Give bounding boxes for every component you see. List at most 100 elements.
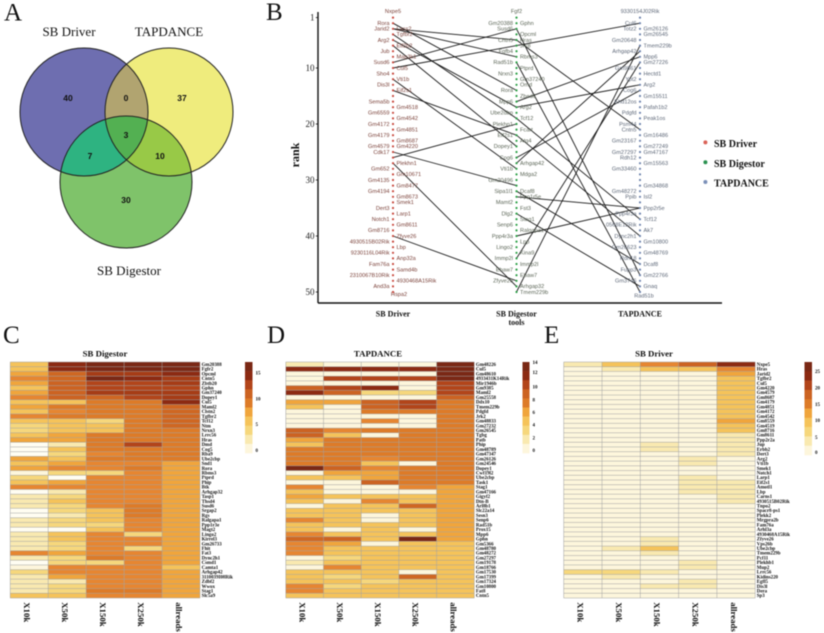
- svg-text:Gm5366: Gm5366: [476, 542, 494, 547]
- svg-text:Cog6: Cog6: [500, 155, 513, 161]
- svg-text:Tcf12: Tcf12: [644, 217, 657, 223]
- svg-text:X10k: X10k: [576, 602, 586, 622]
- svg-text:Rdh12: Rdh12: [620, 155, 636, 161]
- svg-text:Ube2cbp: Ube2cbp: [476, 476, 495, 481]
- svg-text:Vti1b: Vti1b: [397, 77, 410, 83]
- svg-text:Omd: Omd: [520, 83, 532, 89]
- svg-text:Opcml: Opcml: [202, 372, 217, 377]
- svg-text:10: 10: [256, 398, 262, 403]
- svg-text:Maml2: Maml2: [476, 391, 491, 396]
- svg-text:X10k: X10k: [298, 602, 308, 622]
- svg-text:Gm8716: Gm8716: [368, 228, 389, 234]
- svg-text:Dopey1: Dopey1: [476, 467, 492, 472]
- svg-text:Jub: Jub: [380, 49, 389, 55]
- svg-text:Dopey1: Dopey1: [202, 396, 218, 401]
- svg-text:Susd6: Susd6: [202, 505, 215, 510]
- svg-text:Gm47166: Gm47166: [476, 490, 497, 495]
- svg-text:Gm20648: Gm20648: [612, 38, 637, 44]
- svg-text:Gm27232: Gm27232: [476, 424, 497, 429]
- svg-text:Gm4579: Gm4579: [368, 144, 389, 150]
- svg-text:Tgbg: Tgbg: [476, 434, 487, 439]
- svg-text:Fgfb4: Fgfb4: [499, 49, 513, 55]
- svg-text:Lass2: Lass2: [397, 27, 412, 33]
- svg-text:Gphn: Gphn: [476, 538, 488, 543]
- svg-text:Hras: Hras: [202, 438, 212, 443]
- svg-text:Gm17530: Gm17530: [476, 571, 497, 576]
- svg-text:Gm33460: Gm33460: [612, 167, 637, 173]
- svg-text:Gm4172: Gm4172: [368, 122, 389, 128]
- svg-text:Ebaw7: Ebaw7: [496, 267, 513, 273]
- svg-text:Gm4579: Gm4579: [757, 391, 775, 396]
- svg-text:Gm25558: Gm25558: [476, 396, 497, 401]
- svg-text:Gm9861: Gm9861: [615, 66, 636, 72]
- svg-text:Pcf11: Pcf11: [757, 556, 769, 561]
- svg-text:Gm20496: Gm20496: [488, 178, 513, 184]
- svg-text:X250k: X250k: [136, 602, 146, 627]
- svg-text:Amotl1: Amotl1: [757, 486, 773, 491]
- svg-text:Psm44: Psm44: [619, 122, 636, 128]
- svg-text:SB Digestor: SB Digestor: [714, 159, 765, 170]
- svg-text:Fgfr2: Fgfr2: [202, 368, 214, 373]
- svg-text:Gm27226: Gm27226: [644, 60, 669, 66]
- svg-text:Gm4179: Gm4179: [757, 401, 775, 406]
- svg-text:Arhgap32: Arhgap32: [202, 490, 223, 495]
- svg-text:Btk: Btk: [202, 486, 210, 491]
- svg-text:Smek1: Smek1: [757, 467, 772, 472]
- svg-text:Tasp1: Tasp1: [202, 495, 215, 500]
- svg-text:Lbp: Lbp: [397, 245, 406, 251]
- svg-text:Stag1: Stag1: [202, 589, 214, 594]
- svg-text:Kirrel3: Kirrel3: [202, 538, 218, 543]
- svg-text:Ube2dbp: Ube2dbp: [490, 111, 513, 117]
- svg-text:Cntn5: Cntn5: [202, 377, 216, 382]
- svg-text:Arhl3a: Arhl3a: [757, 528, 772, 533]
- svg-text:Clstn2: Clstn2: [202, 410, 216, 415]
- svg-text:Gm8477: Gm8477: [397, 183, 418, 189]
- svg-text:Hras: Hras: [520, 38, 532, 44]
- svg-text:Vti1b: Vti1b: [757, 462, 769, 467]
- svg-text:Gphn: Gphn: [202, 387, 214, 392]
- svg-text:7: 7: [88, 151, 93, 161]
- svg-text:Slc5a9: Slc5a9: [202, 594, 216, 599]
- svg-text:Gm24546: Gm24546: [476, 462, 497, 467]
- svg-text:Fat8: Fat8: [476, 589, 486, 594]
- svg-text:B: B: [266, 0, 283, 26]
- svg-text:Gm27249: Gm27249: [644, 144, 669, 150]
- svg-text:9230116L04Rik: 9230116L04Rik: [351, 251, 390, 257]
- svg-text:Pdgfd: Pdgfd: [622, 111, 637, 117]
- svg-text:X50k: X50k: [60, 602, 70, 622]
- svg-text:Gm4220: Gm4220: [397, 144, 418, 150]
- svg-text:Gm26733: Gm26733: [202, 542, 223, 547]
- svg-text:Fupp3: Fupp3: [621, 267, 637, 273]
- svg-text:0: 0: [533, 449, 536, 454]
- svg-text:SB Driver: SB Driver: [42, 24, 96, 39]
- svg-text:Mup2: Mup2: [757, 566, 770, 571]
- svg-text:Gm8687: Gm8687: [397, 139, 418, 145]
- svg-text:Ddx10: Ddx10: [476, 401, 490, 406]
- svg-text:Ebaw7: Ebaw7: [520, 273, 537, 279]
- svg-text:Tcf12: Tcf12: [202, 420, 214, 425]
- svg-text:Gm4542: Gm4542: [757, 415, 775, 420]
- svg-text:Cul5: Cul5: [476, 368, 487, 373]
- svg-text:Zbed6: Zbed6: [520, 94, 536, 100]
- svg-text:Gm48769: Gm48769: [644, 251, 669, 257]
- svg-text:Atg4: Atg4: [520, 139, 532, 145]
- svg-text:0: 0: [815, 451, 818, 456]
- svg-text:Arhgap32: Arhgap32: [520, 284, 544, 290]
- svg-text:Jarid2: Jarid2: [374, 27, 389, 33]
- svg-text:allreads: allreads: [729, 602, 739, 632]
- svg-text:Rgs: Rgs: [202, 514, 210, 519]
- svg-text:25: 25: [815, 370, 821, 375]
- svg-text:Cog6: Cog6: [623, 88, 636, 94]
- svg-text:Smek1: Smek1: [397, 200, 414, 206]
- svg-text:Gm34868: Gm34868: [644, 183, 669, 189]
- svg-text:Vti1b: Vti1b: [500, 167, 513, 173]
- svg-text:Phip: Phip: [202, 481, 212, 486]
- svg-text:Map3k1: Map3k1: [397, 55, 417, 61]
- svg-text:Susd6: Susd6: [497, 27, 513, 33]
- svg-text:Cntn5: Cntn5: [498, 38, 513, 44]
- svg-text:Ube2cbp: Ube2cbp: [757, 547, 776, 552]
- svg-text:4930468A15Rik: 4930468A15Rik: [757, 533, 790, 538]
- svg-text:Gm48272: Gm48272: [612, 189, 637, 195]
- svg-text:Tmem229b: Tmem229b: [476, 405, 500, 410]
- svg-text:X10k: X10k: [22, 602, 32, 622]
